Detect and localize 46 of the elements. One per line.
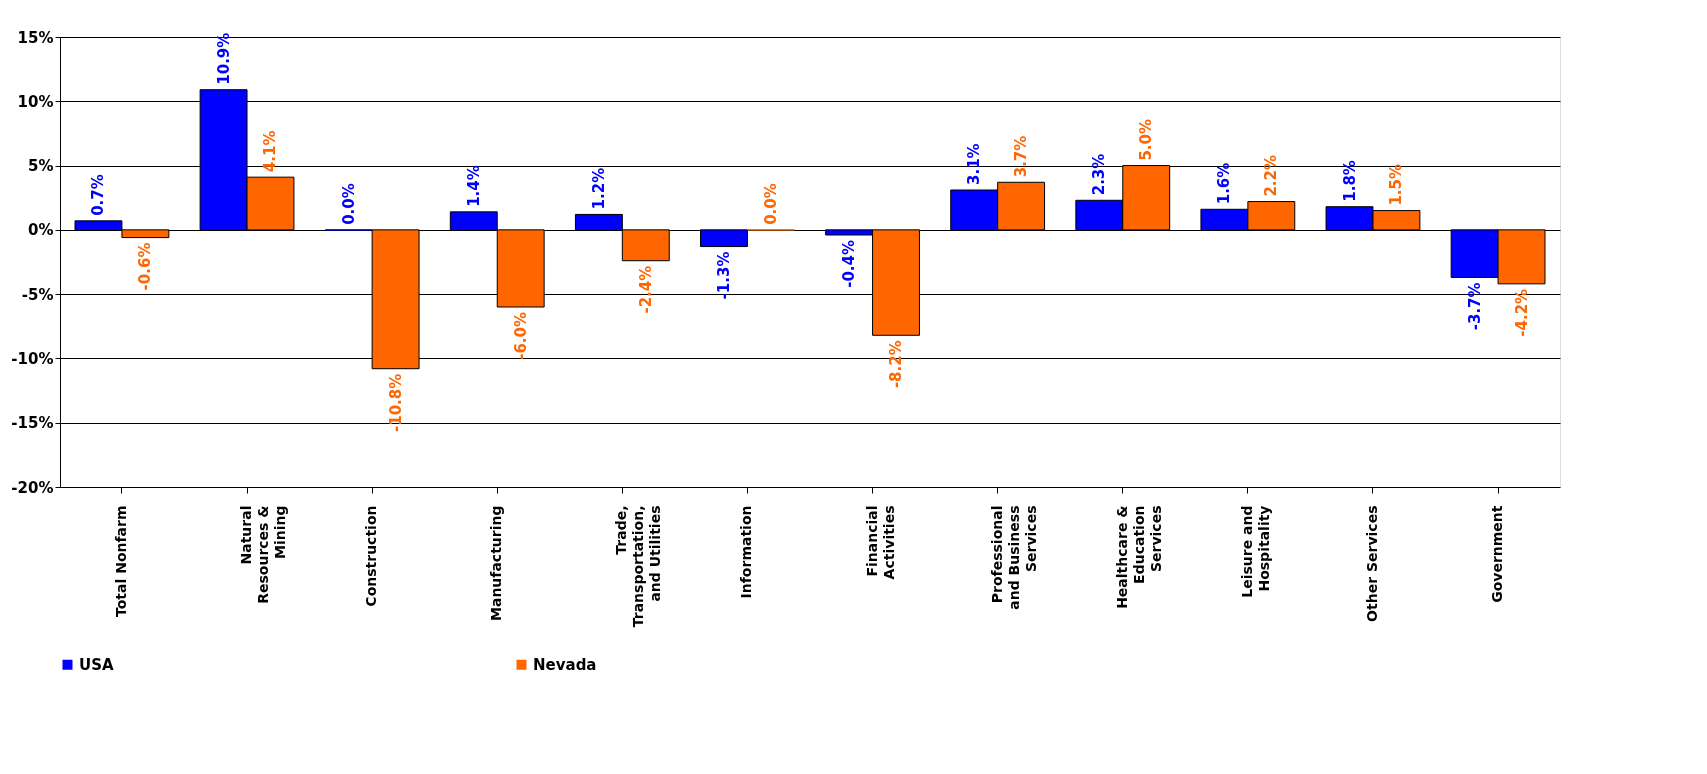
data-label: -0.6%: [136, 242, 155, 291]
x-tick-label: Financial Activities: [863, 505, 897, 580]
y-tick-label: 5%: [28, 157, 54, 176]
data-label: 3.1%: [965, 143, 984, 185]
x-tick-label: Professional and Business Services: [988, 505, 1039, 610]
y-tick-label: 15%: [17, 28, 54, 47]
data-label: -1.3%: [714, 251, 733, 300]
x-tick-label: Natural Resources & Mining: [238, 505, 289, 604]
legend-label: USA: [79, 655, 114, 674]
data-label: 3.7%: [1012, 135, 1031, 178]
data-label: 10.9%: [214, 32, 233, 85]
legend-label: Nevada: [533, 655, 597, 674]
data-label: -6.0%: [511, 312, 530, 360]
data-label: 1.8%: [1340, 160, 1359, 202]
x-tick-label: Government: [1489, 505, 1506, 603]
x-tick-label: Information: [738, 505, 755, 599]
data-label: 0.7%: [89, 174, 108, 216]
data-label: 5.0%: [1137, 118, 1156, 161]
y-tick-label: -20%: [11, 478, 54, 497]
data-label: 0.0%: [339, 183, 358, 225]
x-tick-label: Other Services: [1363, 505, 1380, 622]
y-tick-label: 0%: [28, 221, 54, 240]
x-tick-label: Construction: [363, 505, 380, 607]
data-label: 0.0%: [761, 183, 780, 225]
x-tick-label: Trade, Transportation, and Utilities: [613, 505, 664, 628]
data-label: -4.2%: [1512, 288, 1531, 337]
data-label: 1.2%: [589, 167, 608, 210]
data-label: -10.8%: [386, 373, 405, 432]
data-label: 1.5%: [1387, 163, 1406, 206]
data-label: 4.1%: [261, 130, 280, 173]
data-label: 1.6%: [1215, 162, 1234, 205]
y-tick-label: -10%: [11, 349, 54, 368]
x-tick-label: Leisure and Hospitality: [1238, 505, 1272, 598]
y-tick-label: -5%: [21, 285, 54, 304]
x-tick-label: Manufacturing: [488, 505, 505, 621]
data-label: -2.4%: [636, 265, 655, 314]
data-label: -3.7%: [1465, 282, 1484, 331]
data-label: -8.2%: [887, 340, 906, 389]
data-label: 1.4%: [464, 165, 483, 207]
x-tick-label: Total Nonfarm: [112, 505, 129, 617]
data-label: 2.2%: [1262, 154, 1281, 197]
x-tick-label: Healthcare & Education Services: [1113, 505, 1164, 609]
data-label: -0.4%: [840, 240, 859, 288]
data-label: 2.3%: [1090, 153, 1109, 196]
y-tick-label: -15%: [11, 414, 54, 433]
y-tick-label: 10%: [17, 92, 54, 111]
